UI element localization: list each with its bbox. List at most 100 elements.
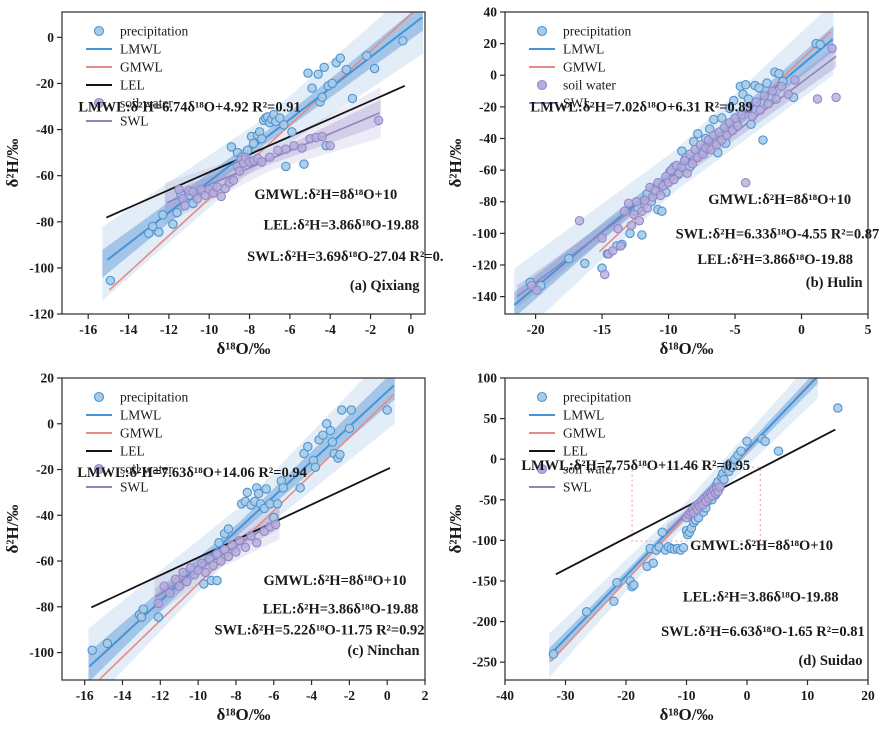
equation-text: LEL:δ²H=3.86δ¹⁸O-19.88 — [263, 602, 419, 618]
soil_water-point — [317, 131, 327, 142]
soil_water-point — [634, 215, 645, 226]
y-tick-label: -100 — [472, 226, 497, 241]
soil_water-point — [234, 166, 245, 176]
precipitation-point — [341, 64, 352, 75]
soil_water-point — [763, 98, 774, 109]
x-axis-title: δ¹⁸O/‰ — [217, 339, 271, 358]
precipitation-point — [253, 488, 264, 499]
precipitation-point — [153, 612, 164, 622]
soil_water-point — [174, 581, 184, 591]
y-tick-label: 20 — [41, 371, 55, 386]
x-tick-label: 20 — [861, 688, 875, 703]
soil_water-point — [223, 551, 234, 562]
lmwl-inner-band — [88, 378, 395, 680]
soil_water-point — [228, 175, 239, 186]
soil_water-point — [615, 241, 626, 251]
plot-area-c — [87, 378, 395, 680]
soil_water-point — [655, 190, 666, 201]
equation-text: GMWL:δ²H=8δ¹⁸O+10 — [708, 192, 851, 208]
legend-item-label: LEL — [120, 78, 145, 93]
precipitation-point — [310, 462, 321, 472]
soil_water-point — [743, 103, 754, 114]
y-tick-label: -50 — [479, 492, 497, 507]
precipitation-point — [327, 437, 338, 447]
soil_water-point — [373, 115, 384, 126]
precipitation-point — [580, 258, 590, 269]
y-tick-label: -200 — [472, 614, 497, 629]
y-tick-label: 20 — [484, 36, 498, 51]
soil_water-point — [812, 94, 823, 104]
y-tick-label: -60 — [36, 168, 54, 183]
soil_water-point — [767, 86, 778, 96]
precipitation-point — [335, 449, 345, 460]
legend-marker-precip-icon — [536, 391, 548, 403]
precipitation-point — [346, 405, 357, 415]
lel-line — [106, 85, 406, 219]
soil_water-point — [159, 581, 169, 591]
x-tick-label: 0 — [798, 322, 805, 337]
y-tick-label: 40 — [484, 5, 498, 20]
equation-text: LMWL:δ²H=7.63δ¹⁸O+14.06 R²=0.94 — [77, 465, 307, 481]
precipitation-point — [762, 78, 772, 88]
precipitation-point — [382, 405, 392, 415]
y-tick-label: -40 — [36, 508, 54, 523]
precipitation-point — [754, 83, 764, 93]
x-tick-label: -6 — [284, 322, 295, 337]
precipitation-point — [773, 446, 784, 456]
soil_water-point — [281, 144, 291, 154]
y-axis-title: δ²H/‰ — [3, 505, 22, 554]
precipitation-point — [272, 499, 283, 509]
x-tick-label: -16 — [76, 688, 94, 703]
plot-area-b — [513, 12, 841, 314]
soil_water-point — [629, 209, 639, 220]
legend: precipitation LMWL GMWL soil water SWL — [529, 24, 631, 111]
precipitation-point — [143, 228, 154, 239]
precipitation-point — [317, 92, 327, 103]
soil_water-points — [526, 43, 841, 296]
x-tick-label: 5 — [865, 322, 872, 337]
precipitation-point — [740, 79, 751, 90]
precipitation-point — [637, 230, 647, 240]
soil_water-points — [153, 519, 281, 609]
precipitation-point — [307, 83, 317, 93]
panel-label: (a) Qixiang — [350, 278, 420, 294]
legend-item-label: LMWL — [563, 408, 604, 423]
soil_water-point — [153, 598, 164, 609]
soil_water-point — [715, 482, 725, 492]
soil_water-point — [682, 168, 692, 179]
x-tick-label: -20 — [527, 322, 545, 337]
precipitation-point — [743, 94, 754, 104]
legend-item-label: LEL — [120, 444, 145, 459]
soil_water-point — [607, 246, 618, 256]
soil_water-points — [174, 115, 384, 211]
y-tick-label: -150 — [472, 573, 497, 588]
panel-d-chart: -40 -30 -20 -10 0 10 20100500-50-100-150-200-2… — [446, 371, 875, 725]
y-tick-label: 100 — [477, 371, 498, 386]
soil_water-point — [182, 576, 192, 587]
y-tick-label: -40 — [479, 131, 497, 146]
precipitation-point — [657, 206, 667, 216]
equation-text: LEL:δ²H=3.86δ¹⁸O-19.88 — [263, 217, 419, 233]
legend: precipitation LMWL GMWL LEL soil water SWL — [529, 390, 631, 495]
y-tick-label: 0 — [490, 452, 497, 467]
precipitation-point — [361, 51, 372, 61]
y-axis-title: δ²H/‰ — [446, 139, 465, 188]
precipitation-point — [774, 68, 784, 79]
precipitation-point — [629, 580, 639, 590]
soil_water-point — [619, 206, 630, 216]
x-tick-label: -6 — [268, 688, 279, 703]
precipitation-point — [275, 113, 285, 123]
precipitation-point — [318, 430, 328, 440]
y-tick-label: -20 — [36, 76, 54, 91]
soil_water-point — [790, 75, 800, 85]
y-tick-label: -120 — [472, 257, 497, 272]
y-tick-label: -60 — [36, 554, 54, 569]
legend-item-label: LMWL — [120, 42, 161, 57]
y-axis: 40 20 0 -20 -40 -60 -80 -100 -120 -140 — [472, 5, 505, 304]
precipitation-point — [335, 53, 346, 63]
precipitation-point — [719, 474, 729, 485]
precipitation-point — [313, 69, 323, 79]
precipitation-point — [398, 36, 408, 46]
precipitation-point — [138, 604, 149, 614]
precipitation-point — [709, 114, 719, 125]
